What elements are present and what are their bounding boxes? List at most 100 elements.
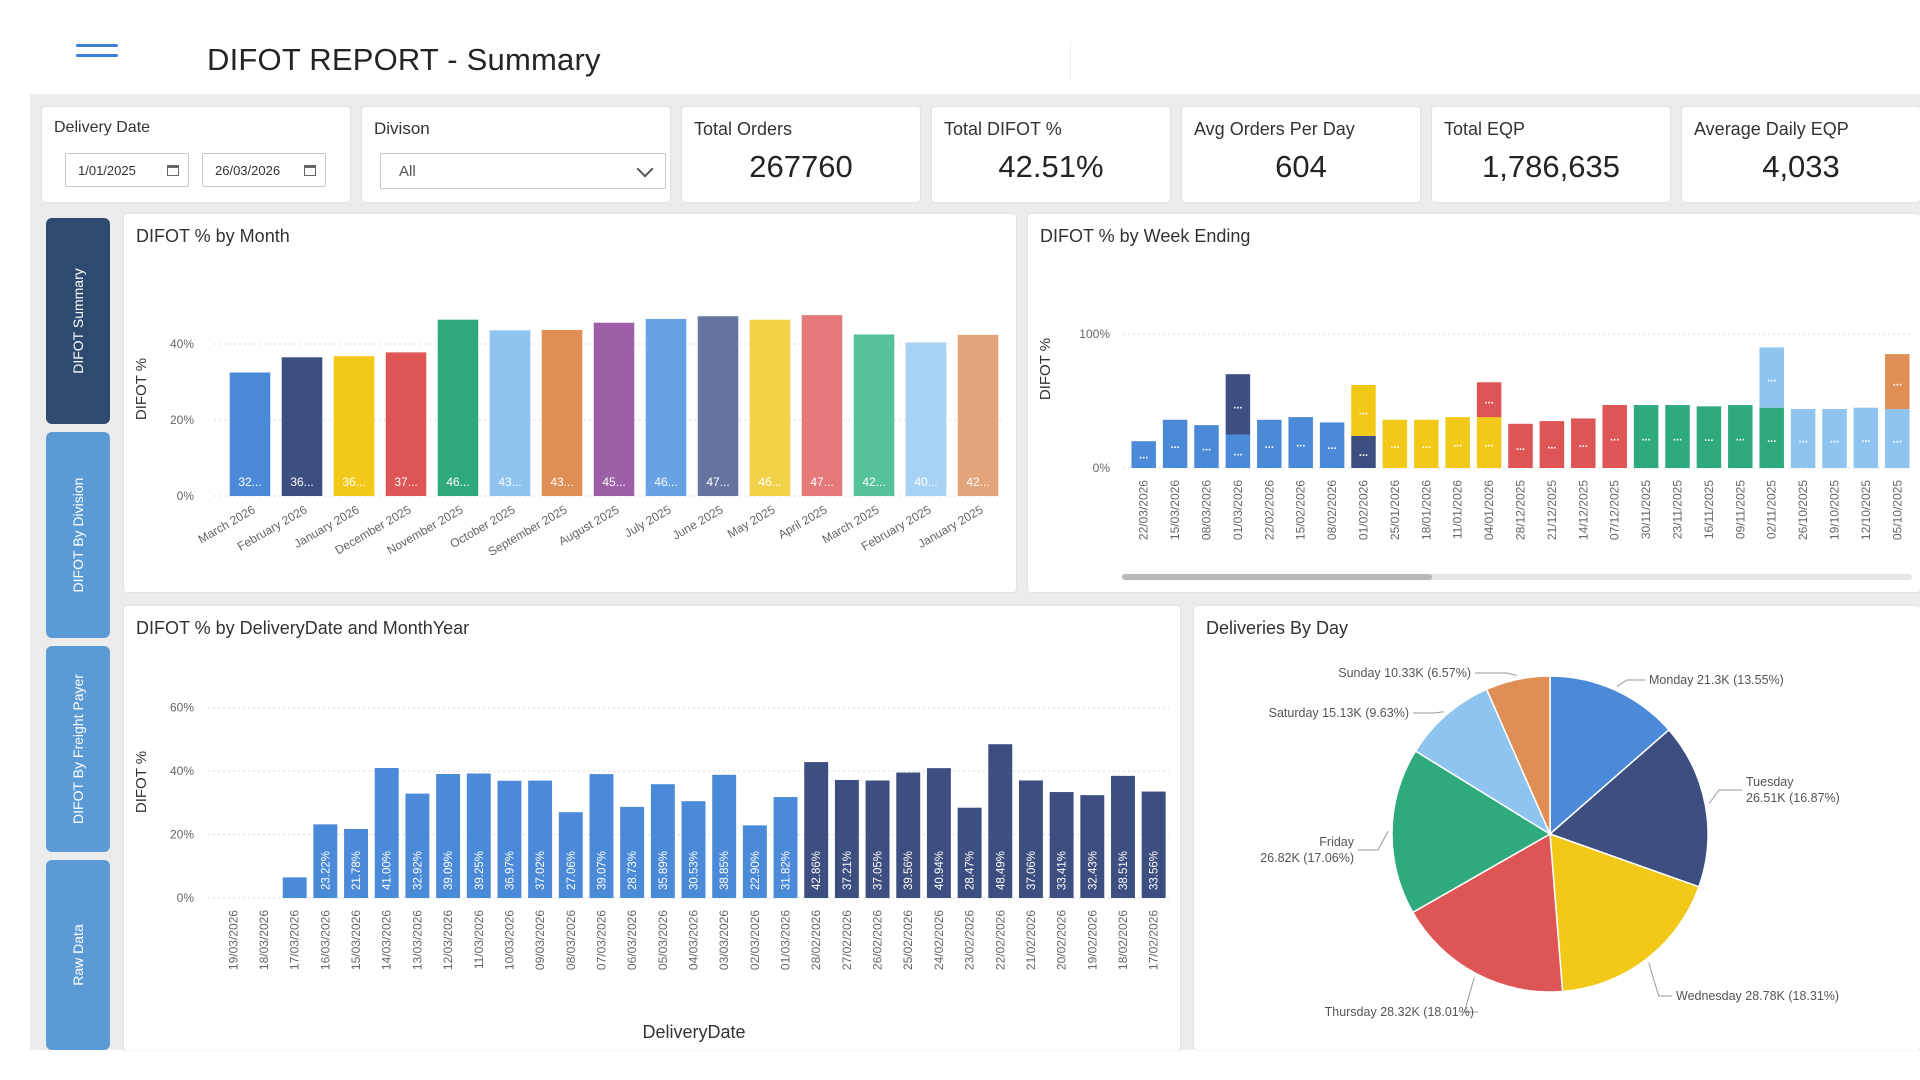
bar-segment[interactable] xyxy=(1853,407,1879,468)
horizontal-scrollbar-track[interactable] xyxy=(1122,574,1912,580)
bar[interactable] xyxy=(466,773,491,898)
pie-slice[interactable] xyxy=(1549,675,1670,836)
bar[interactable] xyxy=(282,877,307,898)
bar[interactable] xyxy=(229,372,271,497)
bar[interactable] xyxy=(1018,780,1043,898)
pie-slice[interactable] xyxy=(1391,749,1552,914)
nav-tab-raw-data[interactable]: Raw Data xyxy=(46,860,110,1050)
bar[interactable] xyxy=(712,774,737,898)
bar-segment[interactable] xyxy=(1351,384,1376,436)
bar[interactable] xyxy=(405,793,430,898)
pie-slice[interactable] xyxy=(1549,832,1700,993)
bar-segment[interactable] xyxy=(1194,425,1219,468)
pie-slice[interactable] xyxy=(1485,675,1551,835)
bar[interactable] xyxy=(1111,775,1135,898)
bar-segment[interactable] xyxy=(1476,417,1502,468)
bar-data-label: 47... xyxy=(706,475,729,489)
bar-segment[interactable] xyxy=(1633,405,1659,468)
calendar-icon[interactable] xyxy=(304,165,316,176)
bar[interactable] xyxy=(593,322,635,496)
end-date-input[interactable]: 26/03/2026 xyxy=(202,153,326,187)
pie-slice[interactable] xyxy=(1411,832,1564,993)
bar-segment[interactable] xyxy=(1759,407,1784,468)
menu-hamburger-icon[interactable] xyxy=(76,44,118,68)
bar[interactable] xyxy=(801,315,843,496)
bar-segment[interactable] xyxy=(1162,419,1188,468)
bar[interactable] xyxy=(558,812,583,898)
bar-segment[interactable] xyxy=(1225,434,1251,469)
bar[interactable] xyxy=(489,330,531,496)
bar-segment[interactable] xyxy=(1414,419,1439,468)
bar-segment[interactable] xyxy=(1602,405,1627,468)
bar[interactable] xyxy=(865,780,890,898)
bar-segment[interactable] xyxy=(1885,409,1910,468)
bar-segment[interactable] xyxy=(1476,382,1502,418)
calendar-icon[interactable] xyxy=(167,165,179,176)
bar-segment[interactable] xyxy=(1508,423,1533,468)
bar[interactable] xyxy=(957,334,999,496)
chart-title: DIFOT % by Month xyxy=(136,226,290,246)
bar[interactable] xyxy=(620,806,645,898)
bar-data-label: ... xyxy=(1704,432,1713,444)
pie-leader-line xyxy=(1475,672,1517,676)
bar-segment[interactable] xyxy=(1790,409,1816,468)
start-date-input[interactable]: 1/01/2025 xyxy=(65,153,189,187)
division-selected-value: All xyxy=(399,163,416,180)
bar[interactable] xyxy=(541,329,583,496)
bar-segment[interactable] xyxy=(1665,405,1690,468)
nav-tab-difot-by-freight-payer[interactable]: DIFOT By Freight Payer xyxy=(46,646,110,852)
bar-segment[interactable] xyxy=(1445,417,1470,468)
bar-segment[interactable] xyxy=(1728,405,1753,468)
bar[interactable] xyxy=(926,768,951,898)
bar[interactable] xyxy=(589,774,614,898)
bar[interactable] xyxy=(988,744,1013,898)
bar[interactable] xyxy=(804,762,829,898)
bar[interactable] xyxy=(385,352,427,496)
bar[interactable] xyxy=(333,356,375,496)
bar[interactable] xyxy=(697,316,739,496)
bar[interactable] xyxy=(834,779,859,898)
bar-segment[interactable] xyxy=(1131,441,1156,468)
bar[interactable] xyxy=(650,784,675,898)
pie-slice[interactable] xyxy=(1414,688,1552,836)
y-axis-title: DIFOT % xyxy=(133,751,150,813)
horizontal-scrollbar-thumb[interactable] xyxy=(1122,574,1432,580)
bar[interactable] xyxy=(497,780,522,898)
nav-tab-difot-summary[interactable]: DIFOT Summary xyxy=(46,218,110,424)
bar-segment[interactable] xyxy=(1696,406,1722,468)
bar[interactable] xyxy=(344,828,369,898)
bar[interactable] xyxy=(1049,792,1074,898)
bar[interactable] xyxy=(896,772,921,898)
bar-segment[interactable] xyxy=(1571,418,1596,468)
bar-segment[interactable] xyxy=(1288,417,1313,468)
bar-segment[interactable] xyxy=(1319,422,1345,468)
bar[interactable] xyxy=(437,319,479,496)
bar[interactable] xyxy=(374,767,399,898)
bar-segment[interactable] xyxy=(1885,354,1910,410)
bar[interactable] xyxy=(749,319,791,496)
bar[interactable] xyxy=(957,807,982,898)
bar[interactable] xyxy=(1141,791,1166,898)
bar-segment[interactable] xyxy=(1382,419,1408,468)
bar[interactable] xyxy=(528,780,553,898)
bar[interactable] xyxy=(773,797,798,898)
bar[interactable] xyxy=(436,774,461,898)
bar-segment[interactable] xyxy=(1225,374,1251,435)
bar-segment[interactable] xyxy=(1822,409,1847,468)
bar[interactable] xyxy=(853,334,895,497)
bar-segment[interactable] xyxy=(1759,347,1784,408)
bar[interactable] xyxy=(645,318,687,496)
bar-segment[interactable] xyxy=(1351,435,1376,468)
bar[interactable] xyxy=(1080,795,1105,898)
x-tick-label: 06/03/2026 xyxy=(625,910,639,970)
division-dropdown[interactable]: All xyxy=(380,153,666,189)
bar[interactable] xyxy=(905,342,947,496)
chevron-down-icon[interactable] xyxy=(636,160,654,178)
bar[interactable] xyxy=(313,824,338,898)
nav-tab-difot-by-division[interactable]: DIFOT By Division xyxy=(46,432,110,638)
bar[interactable] xyxy=(681,801,706,898)
bar-segment[interactable] xyxy=(1539,421,1565,468)
bar[interactable] xyxy=(742,825,767,898)
bar[interactable] xyxy=(281,357,323,496)
bar-segment[interactable] xyxy=(1257,419,1282,468)
